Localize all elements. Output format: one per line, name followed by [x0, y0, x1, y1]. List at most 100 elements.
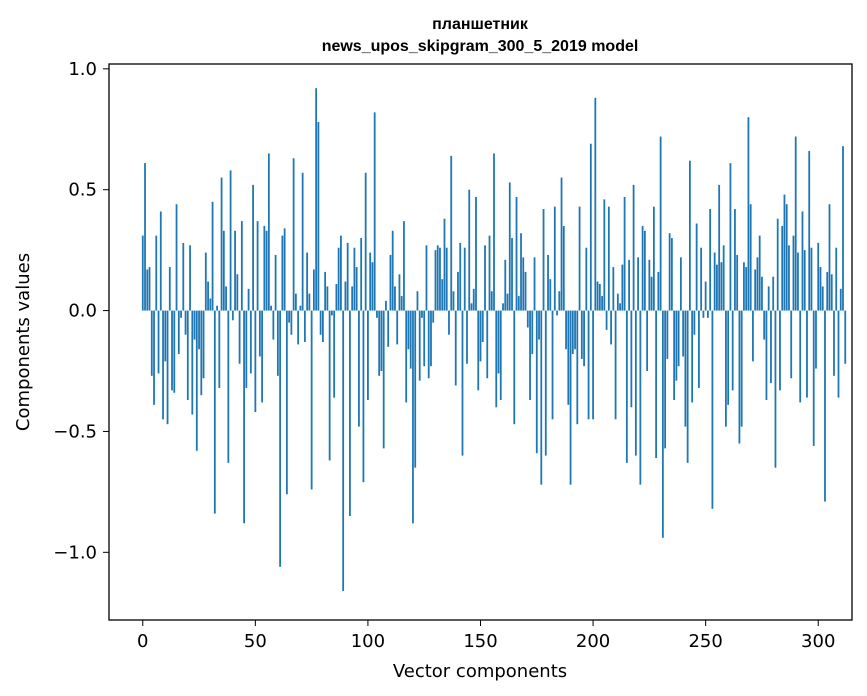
bar [452, 291, 455, 311]
bar [688, 160, 691, 311]
bar [675, 310, 678, 381]
bar [833, 310, 835, 376]
x-tick-label: 50 [244, 631, 267, 652]
bar [173, 310, 176, 393]
y-axis-label: Components values [13, 253, 34, 431]
bar [695, 223, 698, 311]
bar [418, 310, 421, 381]
x-tick-label: 150 [463, 631, 497, 652]
bar [344, 281, 347, 311]
bar [763, 310, 766, 340]
bar [745, 267, 748, 311]
bar [722, 245, 725, 311]
bar [225, 286, 227, 311]
bar [517, 296, 520, 311]
bar [234, 230, 236, 311]
bar [389, 254, 392, 311]
bar [761, 276, 763, 311]
bar [310, 310, 313, 490]
bar [677, 310, 680, 367]
bar [506, 293, 509, 311]
bar [788, 245, 790, 311]
bar [792, 235, 795, 311]
bar [479, 310, 482, 362]
bar [299, 305, 302, 311]
y-tick-label: 0.0 [68, 301, 97, 322]
bar [153, 310, 155, 405]
bar [826, 271, 829, 311]
bar [734, 209, 736, 311]
bar [616, 293, 619, 311]
bar [605, 310, 608, 330]
bar [740, 310, 743, 427]
bar [842, 146, 844, 311]
bar [790, 310, 793, 379]
bar [524, 271, 527, 311]
bar [150, 310, 153, 376]
chart-title-line-1: планшетник [432, 16, 529, 33]
bar [650, 276, 653, 311]
bar [373, 112, 376, 311]
bar [425, 245, 428, 311]
bar [565, 310, 567, 350]
bar [634, 310, 637, 456]
bar [200, 310, 203, 396]
bar [349, 310, 351, 517]
bar [603, 199, 606, 311]
bar [472, 288, 475, 311]
bar [276, 310, 279, 376]
bar [637, 257, 640, 311]
bar [288, 310, 291, 323]
bar [256, 221, 259, 311]
bar [806, 310, 808, 398]
bar [220, 177, 223, 311]
bar [727, 310, 730, 405]
bar [630, 310, 633, 408]
bar [682, 310, 685, 357]
bar [648, 259, 651, 311]
bar [819, 267, 822, 311]
bar [281, 235, 284, 311]
bar [758, 235, 761, 311]
bar [824, 310, 826, 502]
bar [448, 310, 450, 335]
bar [576, 310, 579, 425]
bar [141, 235, 144, 311]
bar [767, 286, 770, 311]
bar [785, 204, 788, 311]
bar [466, 310, 468, 364]
bar [709, 209, 712, 311]
bar [508, 182, 511, 311]
bar [290, 310, 293, 335]
bar [562, 225, 565, 311]
bar [601, 296, 603, 311]
bar [294, 293, 297, 311]
bar [668, 233, 671, 311]
bar [504, 259, 507, 311]
bar [412, 310, 414, 524]
bar [632, 184, 635, 311]
bar [191, 310, 194, 415]
bar [267, 153, 270, 311]
bar [578, 206, 581, 311]
bar [580, 310, 583, 359]
bar [533, 257, 536, 311]
bar [308, 293, 311, 311]
bar [810, 247, 813, 311]
bar [511, 238, 513, 311]
bar [657, 271, 660, 311]
bar [193, 310, 196, 340]
bar [583, 310, 585, 367]
bar [821, 286, 824, 311]
bar [752, 310, 754, 362]
x-tick-label: 100 [351, 631, 385, 652]
bar [319, 310, 322, 335]
bar [335, 283, 338, 311]
bar [240, 221, 243, 311]
bar [439, 247, 441, 311]
bar [261, 310, 263, 403]
bar [488, 235, 491, 311]
bar [607, 206, 610, 311]
bar [432, 310, 435, 323]
